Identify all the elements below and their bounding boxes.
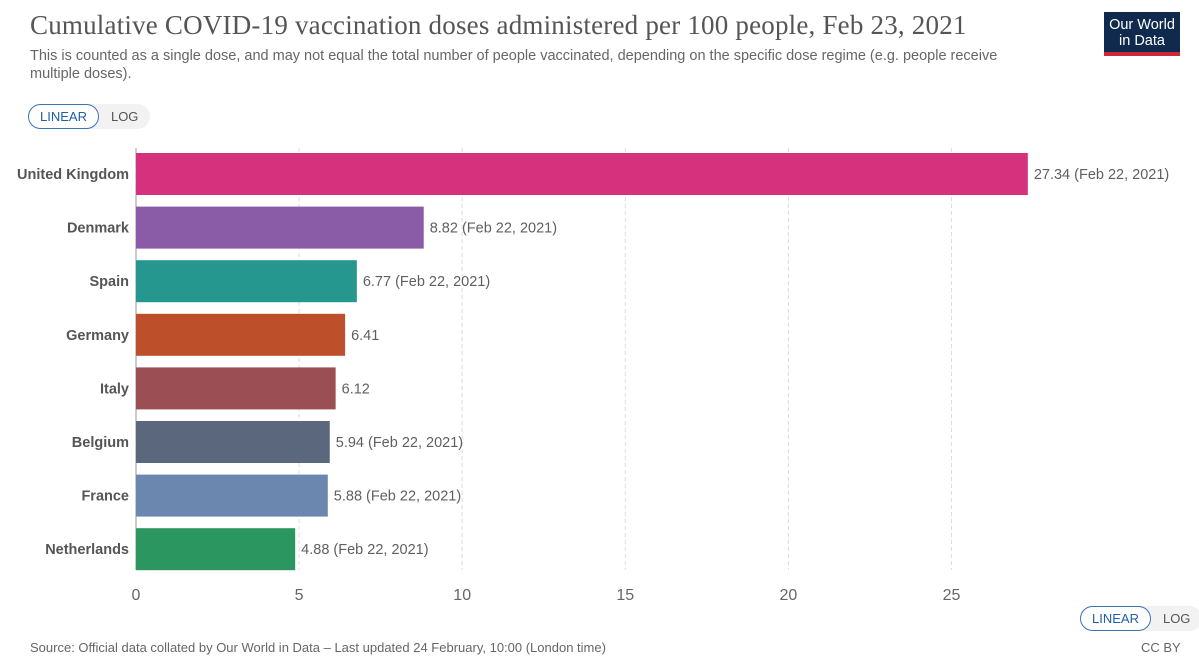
category-label: Belgium [72,435,129,451]
value-label: 5.88 (Feb 22, 2021) [334,489,461,505]
chart-subtitle: This is counted as a single dose, and ma… [30,48,998,82]
log-scale-button[interactable]: LOG [110,109,139,124]
bar[interactable] [136,528,296,571]
scale-toggle-bottom: LINEAR LOG [1080,606,1199,631]
source-note: Source: Official data collated by Our Wo… [30,640,606,655]
bar[interactable] [136,421,330,463]
bar[interactable] [136,367,336,410]
logo-line-1: Our World [1109,17,1175,33]
linear-scale-button-bottom[interactable]: LINEAR [1080,606,1151,631]
linear-scale-button[interactable]: LINEAR [28,104,99,129]
bar[interactable] [136,313,346,356]
x-tick-label: 15 [616,587,634,604]
value-label: 8.82 (Feb 22, 2021) [430,221,557,237]
license-label[interactable]: CC BY [1141,640,1181,655]
x-tick-label: 5 [295,587,304,604]
value-label: 4.88 (Feb 22, 2021) [301,542,428,558]
bar-chart: United Kingdom 27.34 (Feb 22, 2021) Denmar… [17,148,1169,604]
category-label: Netherlands [45,542,129,558]
category-label: Spain [90,274,129,290]
bar[interactable] [136,260,357,303]
bar[interactable] [136,153,1028,195]
category-label: France [81,489,129,505]
chart-title: Cumulative COVID-19 vaccination doses ad… [30,10,967,40]
value-label: 27.34 (Feb 22, 2021) [1034,167,1169,183]
x-tick-label: 25 [943,587,961,604]
category-label: United Kingdom [17,167,129,183]
x-tick-label: 10 [453,587,471,604]
bar[interactable] [136,474,328,517]
category-label: Germany [66,328,129,344]
value-label: 6.12 [342,381,370,397]
bar[interactable] [136,206,424,249]
x-tick-label: 0 [132,587,141,604]
category-label: Denmark [67,221,130,237]
scale-toggle-top: LINEAR LOG [28,104,151,129]
our-world-in-data-logo[interactable]: Our World in Data [1104,12,1180,56]
value-label: 6.41 [351,328,379,344]
category-label: Italy [100,381,129,397]
x-tick-label: 20 [780,587,798,604]
value-label: 6.77 (Feb 22, 2021) [363,274,490,290]
value-label: 5.94 (Feb 22, 2021) [336,435,463,451]
log-scale-button-bottom[interactable]: LOG [1162,611,1191,626]
logo-line-2: in Data [1119,33,1165,49]
